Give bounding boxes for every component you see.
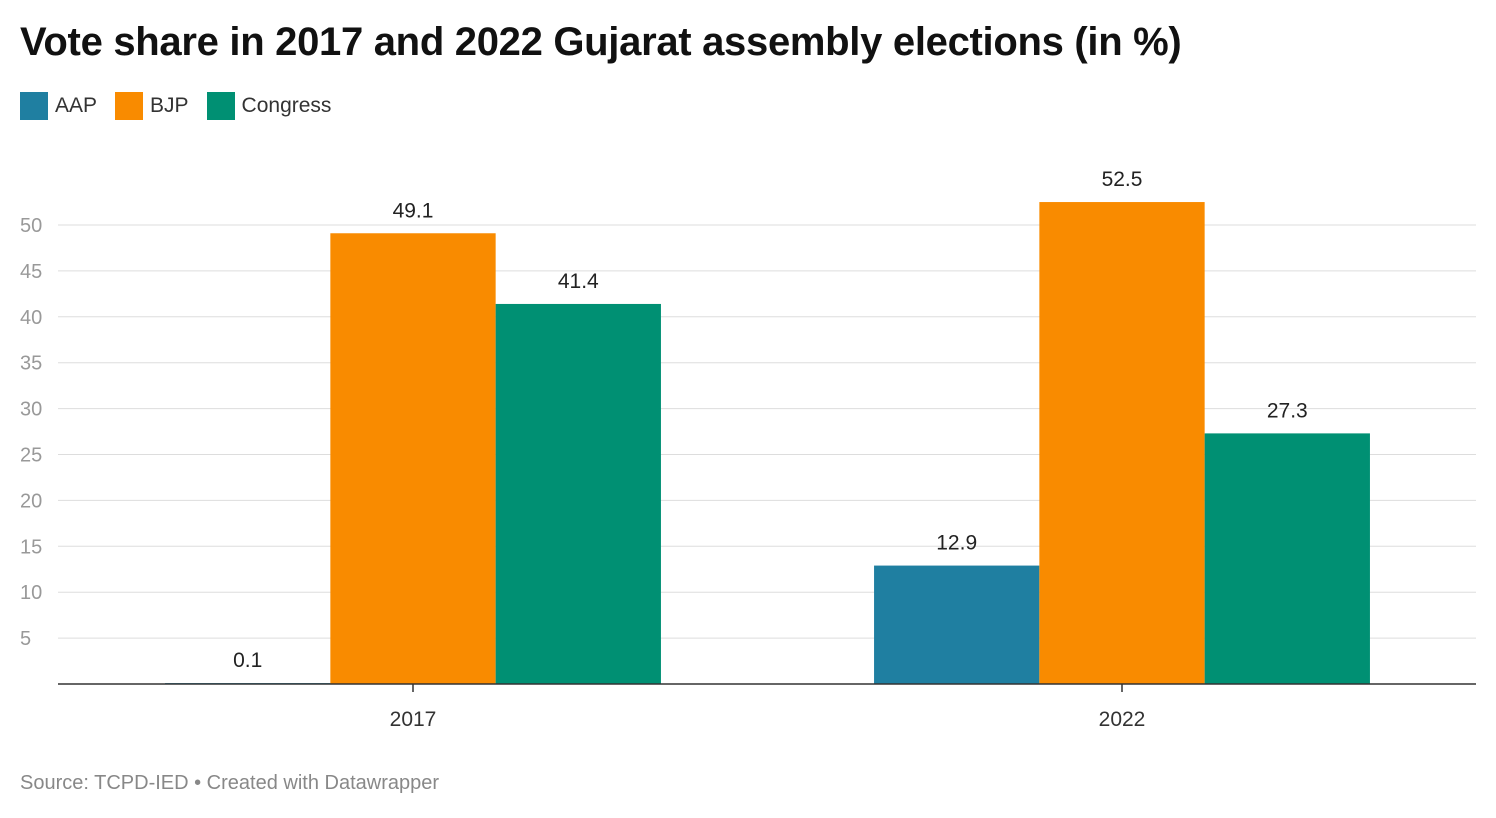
- legend-swatch: [20, 92, 48, 120]
- data-label: 0.1: [233, 649, 262, 672]
- y-tick-label: 35: [20, 353, 42, 375]
- legend-label: Congress: [241, 94, 332, 117]
- bar-bjp-2022: [1039, 202, 1205, 685]
- legend: AAP BJP Congress: [20, 92, 349, 120]
- legend-item-bjp: BJP: [115, 92, 189, 120]
- y-tick-label: 20: [20, 490, 42, 512]
- data-label: 12.9: [936, 532, 977, 555]
- data-label: 27.3: [1267, 399, 1308, 422]
- bar-congress-2017: [495, 303, 661, 684]
- data-label: 52.5: [1102, 168, 1143, 191]
- data-label: 41.4: [558, 270, 599, 293]
- legend-item-congress: Congress: [206, 92, 332, 120]
- chart-title: Vote share in 2017 and 2022 Gujarat asse…: [20, 20, 1182, 64]
- bar-congress-2022: [1204, 433, 1370, 684]
- x-tick-label: 2022: [1099, 708, 1146, 731]
- x-tick-label: 2017: [390, 708, 437, 731]
- legend-swatch: [115, 92, 144, 120]
- bar-bjp-2017: [330, 233, 496, 684]
- data-label: 49.1: [393, 199, 434, 222]
- y-tick-label: 45: [20, 261, 42, 283]
- legend-item-aap: AAP: [20, 92, 97, 120]
- y-tick-label: 15: [20, 536, 42, 558]
- y-tick-label: 50: [20, 215, 42, 237]
- legend-swatch: [206, 92, 235, 120]
- bar-aap-2022: [874, 565, 1040, 684]
- legend-label: BJP: [150, 94, 189, 117]
- y-tick-label: 25: [20, 445, 42, 467]
- y-tick-label: 10: [20, 582, 42, 604]
- y-tick-label: 30: [20, 399, 42, 421]
- source-note: Source: TCPD-IED • Created with Datawrap…: [20, 772, 440, 794]
- y-tick-label: 5: [20, 628, 31, 650]
- legend-label: AAP: [55, 94, 98, 117]
- y-tick-label: 40: [20, 307, 42, 329]
